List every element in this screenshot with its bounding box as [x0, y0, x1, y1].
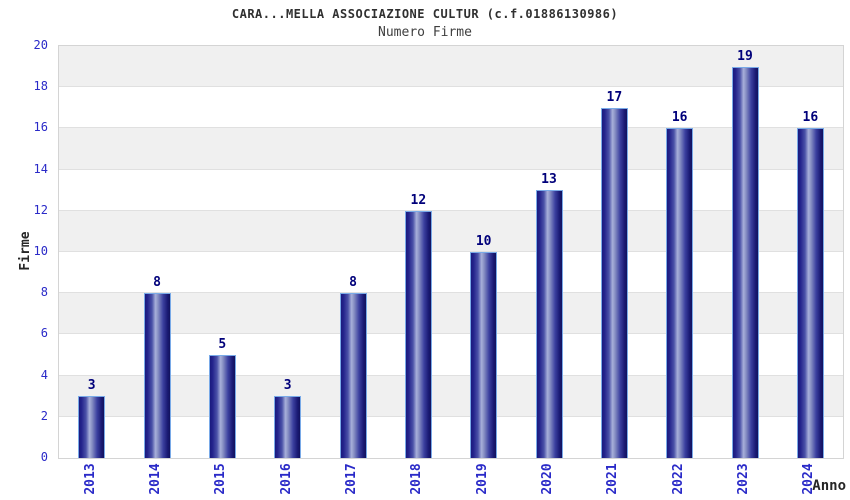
bar-value-label: 10	[475, 234, 492, 249]
bar-2021	[600, 107, 628, 458]
bar-value-label: 3	[283, 378, 292, 394]
chart-title: CARA...MELLA ASSOCIAZIONE CULTUR (c.f.01…	[231, 7, 619, 21]
bar-value-label: 13	[541, 172, 557, 188]
bar-2015	[208, 355, 236, 458]
x-tick-label: 2014	[148, 463, 163, 495]
gridline	[59, 127, 843, 129]
gridline	[59, 168, 843, 170]
x-axis-label: Anno	[812, 478, 846, 494]
bar-2016	[274, 396, 302, 458]
y-tick-label: 12	[33, 202, 48, 217]
gridline	[59, 209, 843, 211]
x-tick-label: 2023	[736, 463, 751, 495]
gridline	[59, 374, 843, 376]
y-tick-label: 0	[40, 450, 48, 464]
plot-area: 3 8 5 3 8 12 10 13 17 16 19 16	[58, 45, 844, 459]
y-tick-label: 14	[33, 161, 48, 176]
bar-value-label: 16	[802, 110, 819, 126]
gridline	[59, 86, 843, 88]
bar-value-label: 3	[87, 378, 96, 394]
y-tick-label: 6	[40, 326, 48, 341]
y-tick-label: 18	[33, 79, 48, 94]
bar-value-label: 8	[349, 275, 357, 291]
bar-2013	[78, 396, 106, 458]
bar-2014	[143, 293, 171, 458]
y-tick-label: 10	[33, 244, 48, 258]
gridline	[59, 292, 843, 294]
bar-value-label: 17	[606, 89, 623, 105]
x-tick-label: 2018	[409, 463, 425, 495]
bar-2017	[339, 293, 367, 458]
bar-value-label: 5	[218, 337, 227, 352]
background-band	[59, 334, 843, 375]
y-tick-label: 20	[33, 38, 48, 52]
y-tick-label: 16	[33, 120, 48, 135]
bar-2024	[796, 128, 824, 458]
y-tick-label: 8	[40, 285, 48, 300]
gridline	[59, 415, 843, 417]
bar-2023	[731, 66, 759, 458]
x-tick-label: 2017	[344, 463, 359, 495]
bar-value-label: 16	[671, 110, 688, 126]
x-tick-label: 2016	[278, 463, 294, 495]
background-band	[59, 170, 843, 211]
bar-2020	[535, 190, 563, 458]
x-tick-label: 2020	[540, 463, 555, 495]
bar-2019	[470, 252, 498, 458]
bar-value-label: 19	[737, 48, 753, 64]
chart-subtitle: Numero Firme	[378, 25, 472, 40]
background-band	[59, 128, 843, 170]
bar-value-label: 8	[153, 275, 161, 291]
background-band	[59, 375, 843, 417]
background-band	[59, 210, 843, 252]
background-band	[59, 87, 843, 128]
gridline	[59, 333, 843, 335]
gridline	[59, 251, 843, 252]
y-tick-label: 2	[40, 408, 48, 423]
background-band	[59, 293, 843, 335]
bar-2018	[404, 210, 432, 458]
x-tick-label: 2021	[605, 463, 621, 495]
bar-2022	[666, 128, 694, 458]
background-band	[59, 417, 843, 458]
background-band	[59, 46, 843, 88]
x-tick-label: 2022	[670, 463, 686, 495]
x-tick-label: 2019	[474, 463, 490, 495]
x-tick-label: 2015	[213, 463, 229, 495]
x-tick-label: 2013	[82, 463, 98, 495]
bar-value-label: 12	[410, 192, 427, 208]
y-tick-label: 4	[40, 367, 48, 382]
